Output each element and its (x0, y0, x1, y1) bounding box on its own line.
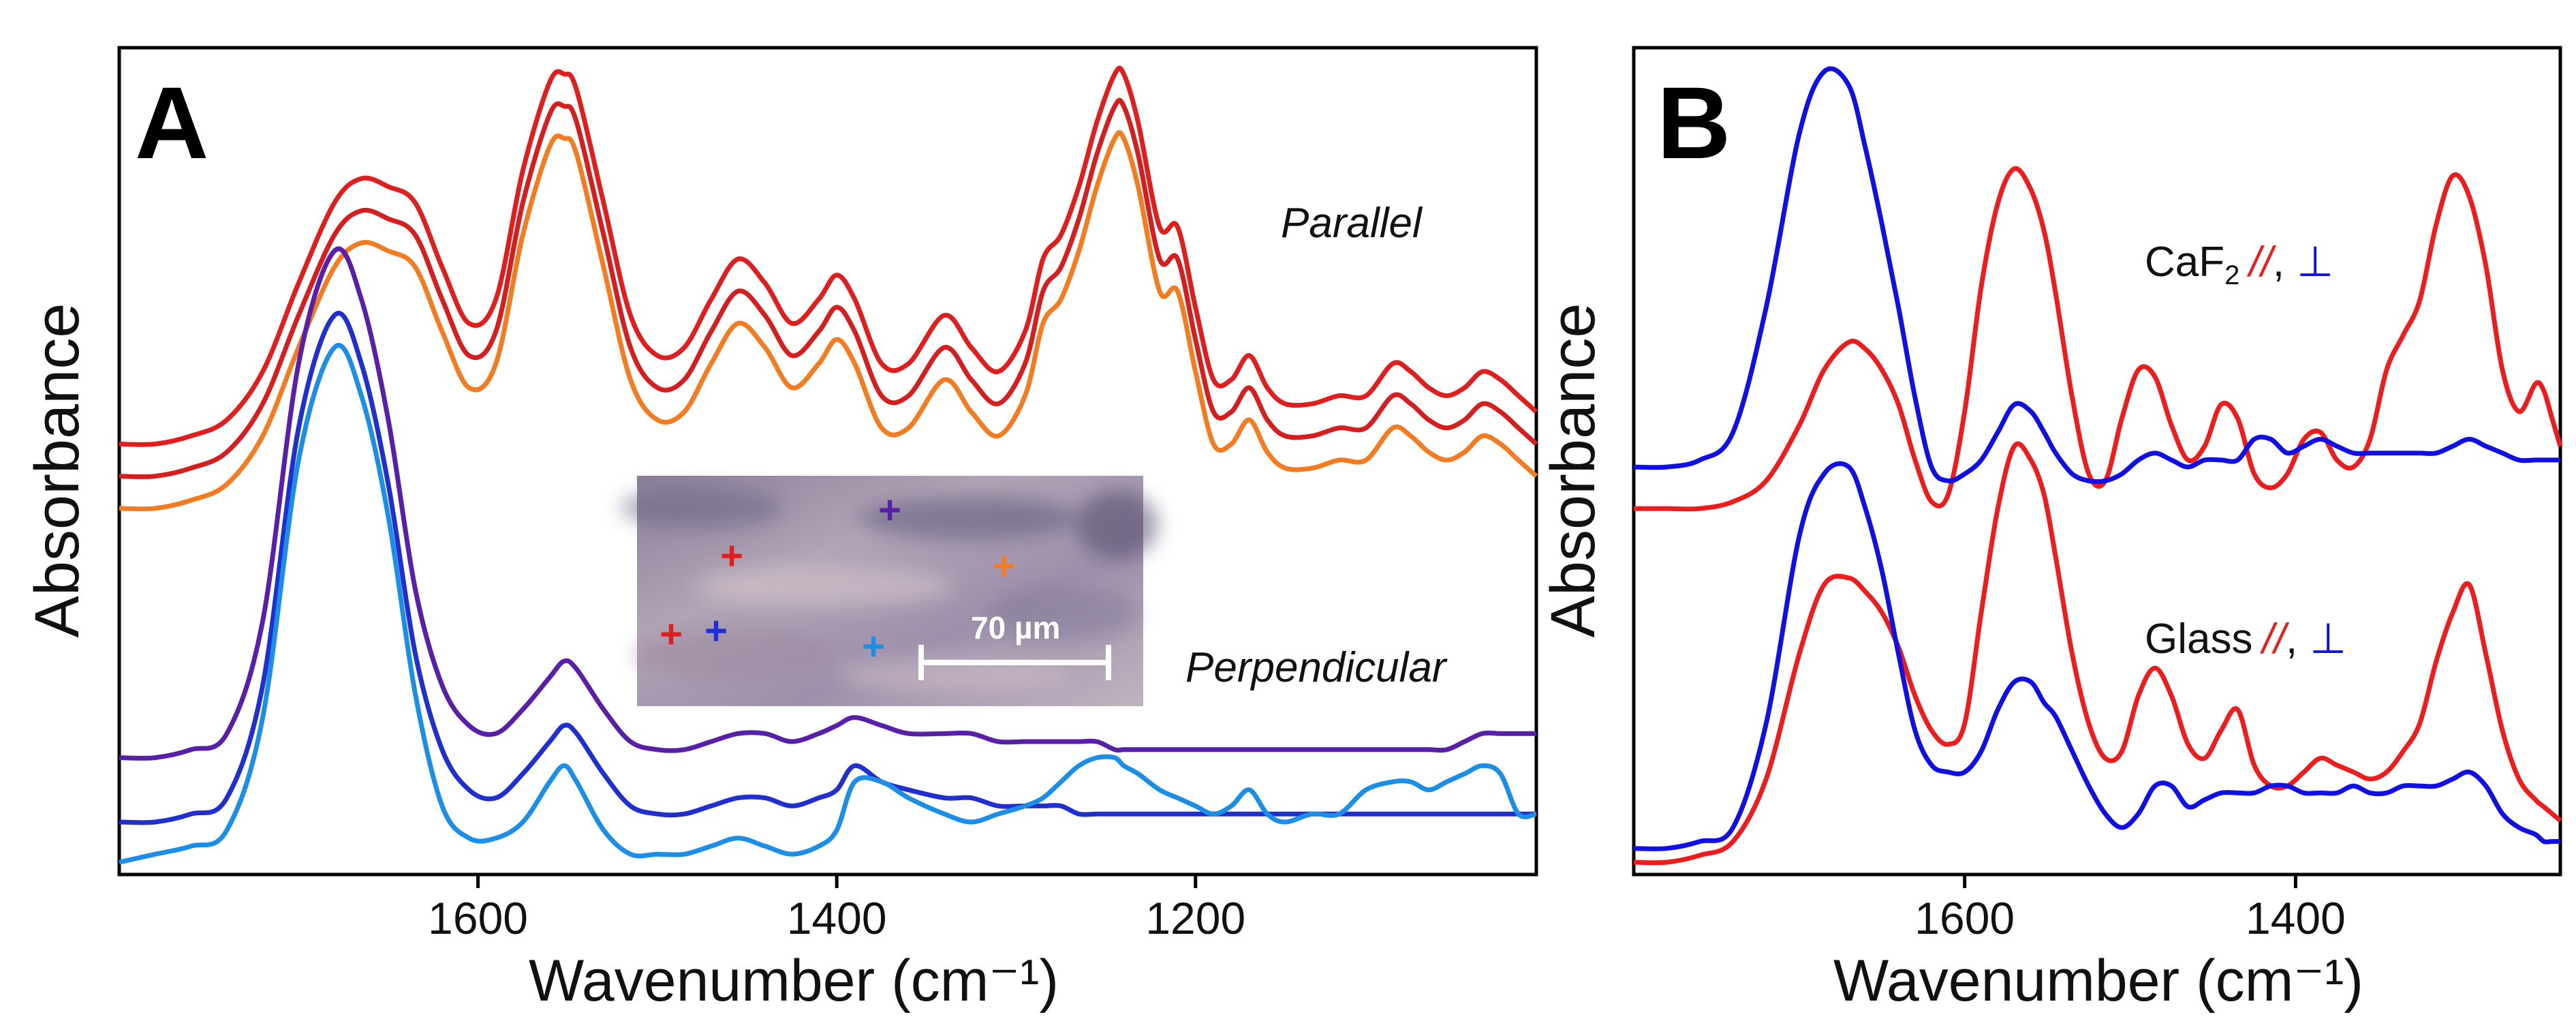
panel-a-x-ticks: 1600 1400 1200 (428, 875, 1245, 943)
inset-texture (620, 487, 1158, 693)
panel-a-x-tick-label: 1200 (1145, 893, 1245, 943)
legend-caf2-text: CaF2//, ⊥ (2145, 239, 2333, 290)
legend-caf2-parallel-symbol: // (2246, 239, 2276, 286)
scale-bar-icon (918, 645, 1111, 680)
panel-b-series-line-2 (1633, 66, 2560, 485)
legend-caf2-separator: , (2273, 239, 2284, 286)
perpendicular-label: Perpendicular (1185, 644, 1448, 691)
inset-markers: + + + + + + (659, 488, 1016, 669)
panel-a-series-line-2 (119, 97, 1538, 479)
panel-b-y-axis-title: Absorbance (1538, 303, 1608, 638)
legend-caf2-perp-symbol: ⊥ (2297, 239, 2333, 286)
plus-marker-icon: + (878, 488, 901, 532)
plus-marker-icon: + (704, 609, 728, 653)
panel-b-series-line-3 (1633, 441, 2562, 866)
panel-a-x-tick-label: 1600 (428, 893, 528, 943)
legend-caf2-substrate: CaF (2145, 239, 2224, 286)
legend-glass-substrate: Glass (2145, 615, 2252, 663)
legend-caf2-subscript: 2 (2224, 260, 2239, 290)
panel-b-series-group (1633, 66, 2563, 866)
panel-a-letter: A (135, 65, 208, 180)
plus-marker-icon: + (862, 624, 885, 669)
panel-b-letter: B (1657, 65, 1731, 180)
plus-marker-icon: + (993, 544, 1016, 588)
inset-micrograph: + + + + + + 70 µm (620, 476, 1158, 706)
panel-b-series-line-4 (1633, 461, 2560, 851)
panel-a-x-tick-label: 1400 (787, 893, 887, 943)
panel-a-x-axis-title: Wavenumber (cm⁻¹) (529, 948, 1059, 1014)
plus-marker-icon: + (720, 534, 743, 578)
legend-glass: Glass//, ⊥ (2145, 615, 2346, 663)
legend-glass-text: Glass//, ⊥ (2145, 615, 2346, 663)
panel-b-x-axis-title: Wavenumber (cm⁻¹) (1833, 948, 2363, 1014)
scale-bar-label: 70 µm (971, 610, 1060, 645)
panel-b-x-tick-label: 1400 (2246, 893, 2346, 943)
panel-a-series-line-4 (119, 246, 1536, 761)
legend-glass-parallel-symbol: // (2259, 615, 2289, 663)
panel-a-series-line-3 (119, 130, 1538, 512)
plus-marker-icon: + (659, 612, 683, 656)
panel-b-x-tick-label: 1600 (1914, 893, 2015, 943)
panel-b: B CaF2//, ⊥ Glass//, ⊥ 1600 1400 Absorbance… (1538, 46, 2563, 1014)
legend-caf2: CaF2//, ⊥ (2145, 239, 2333, 290)
panel-a-series-line-1 (119, 65, 1538, 447)
legend-glass-perp-symbol: ⊥ (2310, 615, 2346, 663)
panel-b-x-ticks: 1600 1400 (1914, 875, 2346, 943)
panel-a: A Parallel Perpendicular + + + + + + 70 µm (22, 46, 1538, 1014)
panel-a-frame (117, 46, 1538, 877)
panel-a-y-axis-title: Absorbance (22, 303, 92, 638)
legend-glass-separator: , (2286, 615, 2297, 663)
parallel-label: Parallel (1281, 200, 1423, 247)
panel-b-series-line-1 (1634, 166, 2563, 512)
panel-a-series-group (119, 65, 1538, 865)
panel-a-series-line-6 (119, 343, 1537, 865)
